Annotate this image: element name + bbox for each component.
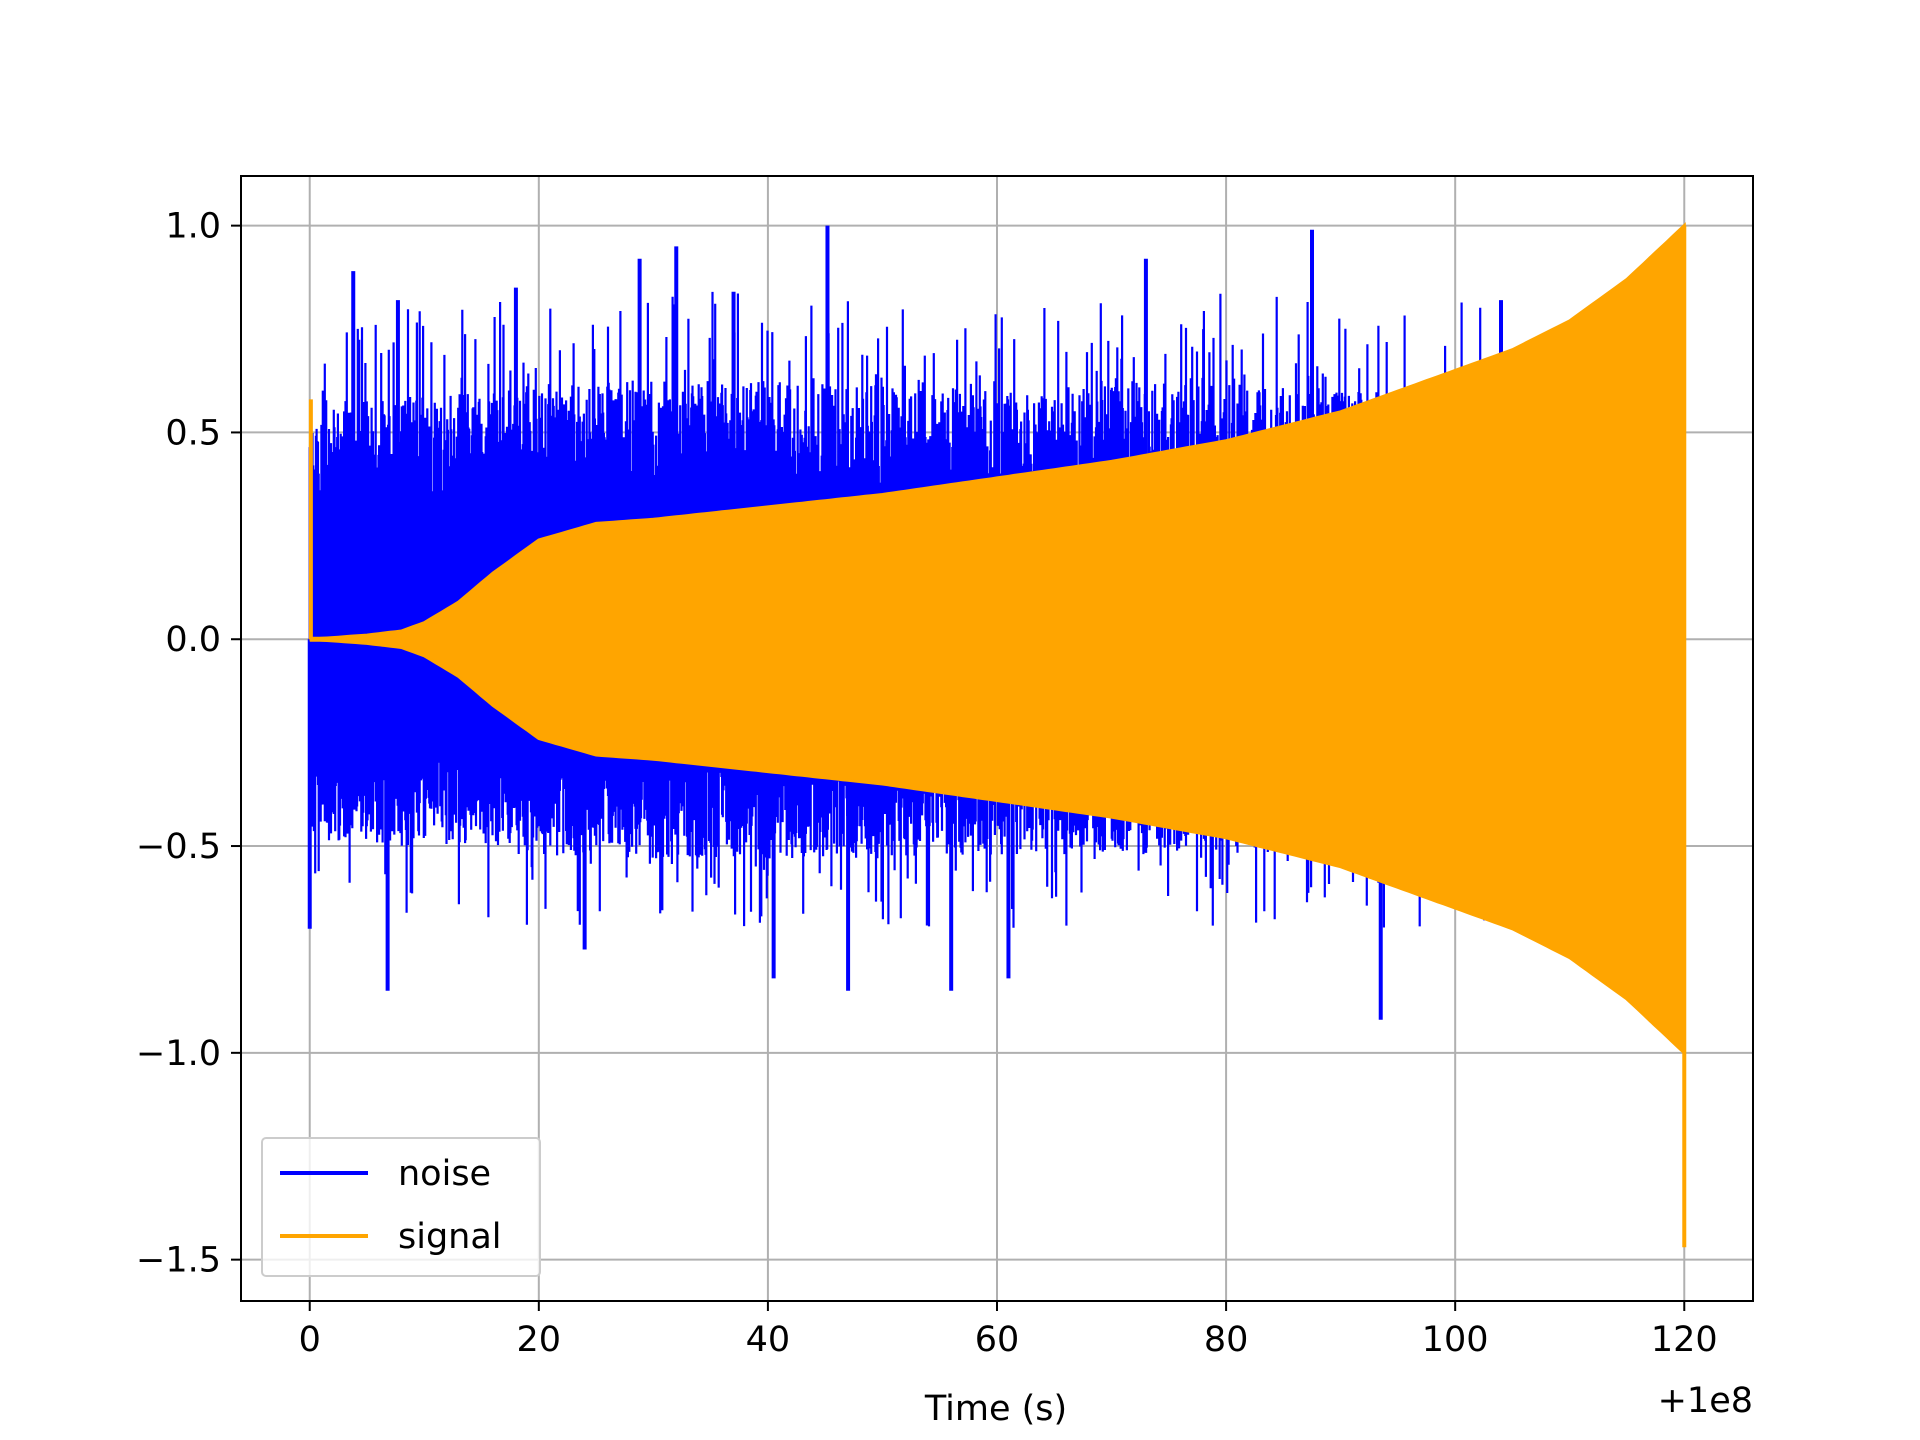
legend: noise signal	[261, 1137, 541, 1277]
y-tick-label: 1.0	[165, 207, 221, 247]
legend-signal-label: signal	[398, 1217, 502, 1257]
y-tick-label: 0.5	[165, 413, 221, 453]
x-tick-label: 60	[975, 1320, 1020, 1360]
x-tick-label: 0	[299, 1320, 321, 1360]
y-tick-label: −1.0	[136, 1034, 221, 1074]
y-axis: 1.0 0.5 0.0 −0.5 −1.0 −1.5	[136, 207, 241, 1281]
x-tick-label: 100	[1422, 1320, 1489, 1360]
y-tick-label: −0.5	[136, 827, 221, 867]
x-tick-label: 80	[1204, 1320, 1249, 1360]
x-tick-label: 20	[517, 1320, 562, 1360]
y-tick-label: 0.0	[165, 620, 221, 660]
x-axis-offset-label: +1e8	[1658, 1381, 1753, 1421]
x-axis: 0 20 40 60 80 100 120	[299, 1301, 1718, 1360]
y-tick-label: −1.5	[136, 1241, 221, 1281]
plot-series-group	[307, 222, 1687, 1248]
x-tick-label: 40	[746, 1320, 791, 1360]
x-axis-label: Time (s)	[924, 1389, 1067, 1429]
signal-series	[308, 222, 1687, 1248]
legend-noise-label: noise	[398, 1154, 491, 1194]
x-tick-label: 120	[1651, 1320, 1718, 1360]
